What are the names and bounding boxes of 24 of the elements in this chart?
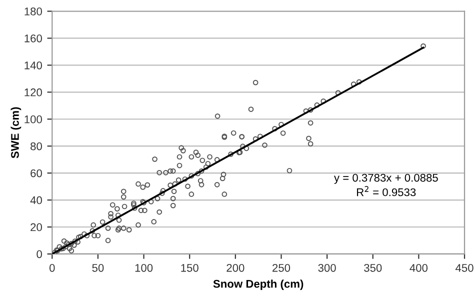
x-axis-title: Snow Depth (cm) (213, 280, 304, 290)
y-tick-label: 160 (24, 34, 42, 42)
y-tick-label: 60 (30, 169, 42, 178)
x-tick-label: 100 (135, 264, 153, 272)
y-tick-label: 120 (24, 88, 42, 96)
y-tick-label: 80 (30, 142, 42, 150)
x-tick-label: 250 (272, 264, 290, 272)
annotation: R$^{2}$ = 0.9533 (357, 186, 416, 196)
y-tick-label: 180 (24, 8, 42, 16)
x-tick-label: 300 (318, 264, 336, 272)
y-tick-label: 140 (24, 61, 42, 70)
x-tick-label: 350 (364, 264, 382, 272)
y-tick-label: 0 (36, 250, 42, 258)
y-tick-label: 100 (24, 115, 42, 124)
x-tick-label: 150 (181, 264, 198, 272)
x-tick-label: 0 (49, 264, 55, 272)
x-tick-label: 50 (92, 264, 104, 272)
x-tick-label: 400 (410, 264, 428, 272)
y-tick-label: 40 (30, 196, 42, 204)
x-tick-label: 200 (226, 264, 244, 272)
y-axis-title: SWE (cm) (10, 107, 22, 158)
annotation: y = 0.3783x + 0.0885 (334, 174, 438, 184)
x-tick-label: 450 (456, 264, 474, 272)
y-tick-label: 20 (30, 223, 42, 232)
